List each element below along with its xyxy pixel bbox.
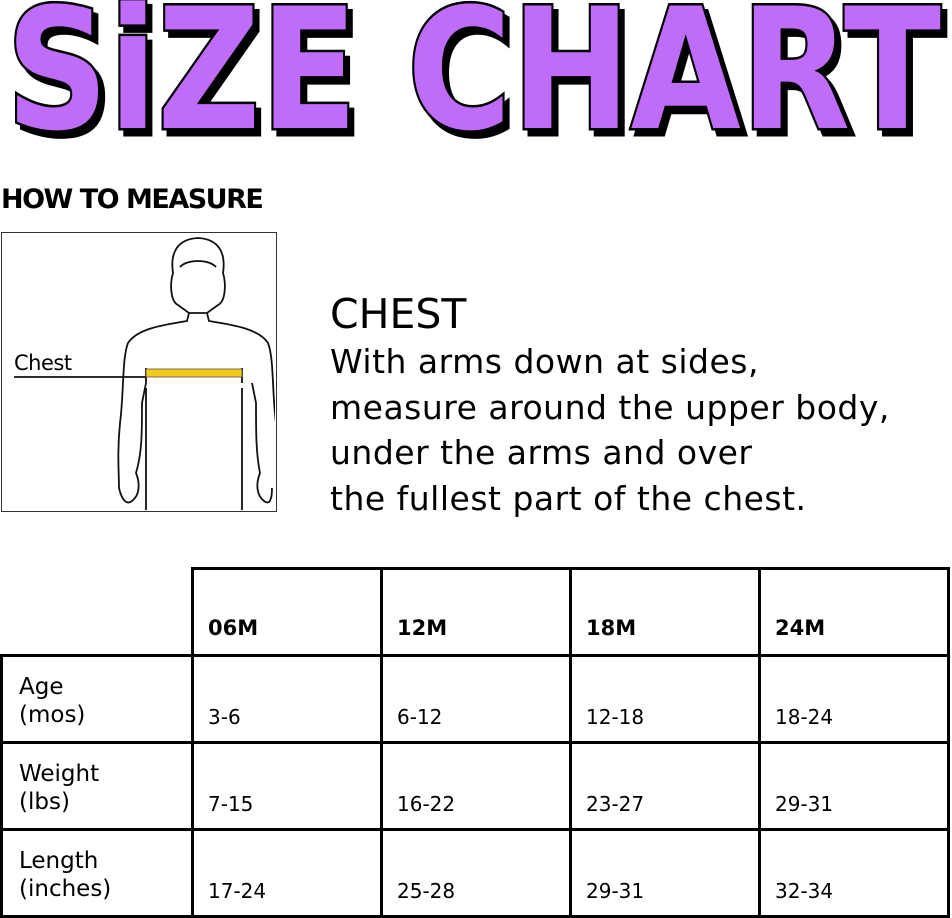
empty-corner-cell bbox=[1, 568, 194, 657]
row-label: Length (inches) bbox=[0, 828, 194, 918]
instruction-line: With arms down at sides, bbox=[330, 342, 759, 381]
row-label: Age (mos) bbox=[0, 654, 194, 744]
table-row: Weight (lbs) 7-15 16-22 23-27 29-31 bbox=[0, 741, 950, 831]
table-header-row: 06M 12M 18M 24M bbox=[1, 567, 950, 657]
table-row: Age (mos) 3-6 6-12 12-18 18-24 bbox=[0, 654, 950, 744]
measurement-figure: Chest bbox=[1, 232, 277, 512]
table-cell: 18-24 bbox=[758, 654, 950, 744]
table-cell: 17-24 bbox=[191, 828, 383, 918]
column-header: 12M bbox=[380, 567, 572, 657]
size-chart-title: SiZE CHART bbox=[4, 0, 944, 145]
row-label-unit: (mos) bbox=[19, 702, 86, 728]
tape-measure bbox=[145, 368, 243, 378]
table-cell: 25-28 bbox=[380, 828, 572, 918]
instruction-line: under the arms and over bbox=[330, 433, 753, 472]
column-header: 18M bbox=[569, 567, 761, 657]
chest-label: Chest bbox=[14, 351, 72, 375]
table-cell: 3-6 bbox=[191, 654, 383, 744]
size-table: 06M 12M 18M 24M Age (mos) 3-6 6-12 12-18 … bbox=[0, 567, 950, 918]
instruction-line: the fullest part of the chest. bbox=[330, 479, 807, 518]
column-header: 06M bbox=[191, 567, 383, 657]
chest-heading: CHEST bbox=[330, 290, 467, 338]
how-to-measure-heading: HOW TO MEASURE bbox=[1, 184, 264, 215]
column-header: 24M bbox=[758, 567, 950, 657]
row-label-unit: (lbs) bbox=[19, 789, 70, 815]
row-label-unit: (inches) bbox=[19, 876, 112, 902]
table-cell: 16-22 bbox=[380, 741, 572, 831]
row-label-line: Weight bbox=[19, 761, 100, 787]
row-label: Weight (lbs) bbox=[0, 741, 194, 831]
table-cell: 23-27 bbox=[569, 741, 761, 831]
title-text: SiZE CHART bbox=[6, 0, 941, 145]
row-label-line: Length bbox=[19, 848, 99, 874]
table-cell: 7-15 bbox=[191, 741, 383, 831]
table-row: Length (inches) 17-24 25-28 29-31 32-34 bbox=[0, 828, 950, 918]
table-cell: 29-31 bbox=[569, 828, 761, 918]
instruction-line: measure around the upper body, bbox=[330, 388, 890, 427]
table-cell: 6-12 bbox=[380, 654, 572, 744]
table-cell: 32-34 bbox=[758, 828, 950, 918]
row-label-line: Age bbox=[19, 674, 64, 700]
table-cell: 29-31 bbox=[758, 741, 950, 831]
body-outline-illustration bbox=[14, 237, 277, 510]
table-cell: 12-18 bbox=[569, 654, 761, 744]
